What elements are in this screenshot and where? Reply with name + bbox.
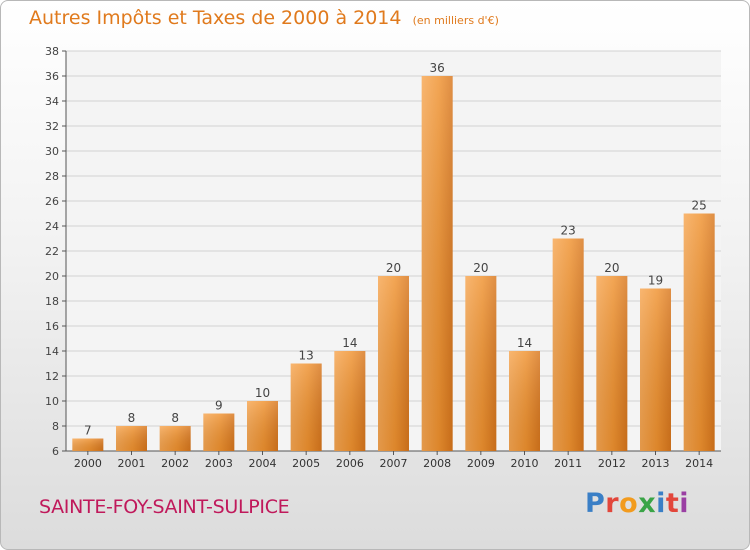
proxiti-logo: Proxiti — [585, 488, 689, 519]
bar-shade — [465, 276, 497, 451]
y-tick-label: 14 — [45, 345, 59, 358]
bar-shade — [247, 401, 278, 451]
bar-value-label: 13 — [299, 349, 314, 363]
logo-letter: o — [619, 488, 639, 519]
x-tick-label: 2014 — [685, 457, 713, 470]
y-tick-label: 18 — [45, 295, 59, 308]
y-tick-label: 20 — [45, 270, 59, 283]
y-tick-label: 24 — [45, 220, 59, 233]
bar-shade — [683, 213, 715, 451]
y-tick-label: 34 — [45, 95, 59, 108]
bar-value-label: 10 — [255, 386, 270, 400]
bar-value-label: 36 — [430, 61, 445, 75]
bar-value-label: 8 — [128, 411, 136, 425]
y-tick-label: 38 — [45, 45, 59, 58]
bar-value-label: 23 — [561, 224, 576, 238]
bar-shade — [334, 351, 366, 451]
y-tick-label: 22 — [45, 245, 59, 258]
logo-letter: i — [656, 488, 666, 519]
bar-shade — [421, 76, 453, 451]
x-tick-label: 2001 — [118, 457, 146, 470]
bar-shade — [116, 426, 147, 451]
bar-shade — [290, 363, 322, 451]
bar-value-label: 20 — [473, 261, 488, 275]
chart-unit-note: (en milliers d'€) — [412, 14, 499, 27]
x-tick-label: 2003 — [205, 457, 233, 470]
x-tick-label: 2006 — [336, 457, 364, 470]
x-tick-labels: 2000 2001 2002 2003 2004 2005 2006 2007 2008 2009… — [74, 457, 713, 470]
y-tick-label: 26 — [45, 195, 59, 208]
bar-shade — [509, 351, 540, 451]
bar-value-label: 8 — [171, 411, 179, 425]
bar-shade — [72, 438, 104, 451]
logo-letter: P — [585, 488, 606, 519]
bar-value-label: 25 — [692, 199, 707, 213]
x-tick-label: 2007 — [380, 457, 408, 470]
bar-shade — [378, 276, 409, 451]
logo-letter: r — [605, 488, 620, 519]
x-tick-label: 2005 — [292, 457, 320, 470]
bar-value-label: 20 — [604, 261, 619, 275]
logo-letter: i — [679, 488, 690, 519]
bar-shade — [596, 276, 628, 451]
bar-value-label: 14 — [342, 336, 357, 350]
city-name: SAINTE-FOY-SAINT-SULPICE — [39, 496, 290, 518]
x-tick-label: 2004 — [249, 457, 277, 470]
bar-value-label: 9 — [215, 399, 223, 413]
y-tick-label: 16 — [45, 320, 59, 333]
bar-value-label: 20 — [386, 261, 401, 275]
bar-shade — [159, 426, 191, 451]
chart-title: Autres Impôts et Taxes de 2000 à 2014 — [29, 7, 402, 29]
logo-letter: x — [638, 488, 657, 519]
y-tick-label: 6 — [52, 445, 59, 458]
y-tick-label: 28 — [45, 170, 59, 183]
x-tick-label: 2010 — [511, 457, 539, 470]
x-tick-label: 2009 — [467, 457, 495, 470]
bar-value-label: 7 — [84, 424, 92, 438]
bar-value-label: 19 — [648, 274, 663, 288]
y-tick-label: 10 — [45, 395, 59, 408]
bar-value-label: 14 — [517, 336, 532, 350]
bar-value-labels: 7 8 8 9 10 13 14 20 36 20 14 23 20 19 25 — [84, 61, 707, 438]
x-tick-label: 2002 — [161, 457, 189, 470]
chart-title-block: Autres Impôts et Taxes de 2000 à 2014 (e… — [29, 7, 499, 29]
y-tick-labels: 6 8 10 12 14 16 18 20 22 24 26 28 30 32 34 36 38 — [45, 45, 59, 458]
x-tick-label: 2008 — [423, 457, 451, 470]
logo-letter: t — [665, 488, 680, 519]
bar-shade — [552, 238, 584, 451]
y-tick-label: 12 — [45, 370, 59, 383]
x-tick-label: 2012 — [598, 457, 626, 470]
y-tick-label: 36 — [45, 70, 59, 83]
bars — [72, 76, 715, 451]
y-tick-label: 32 — [45, 120, 59, 133]
x-tick-label: 2013 — [642, 457, 670, 470]
x-tick-label: 2011 — [554, 457, 582, 470]
bar-shade — [640, 288, 671, 451]
y-tick-label: 30 — [45, 145, 59, 158]
x-tick-label: 2000 — [74, 457, 102, 470]
bar-shade — [203, 413, 235, 451]
y-tick-label: 8 — [52, 420, 59, 433]
